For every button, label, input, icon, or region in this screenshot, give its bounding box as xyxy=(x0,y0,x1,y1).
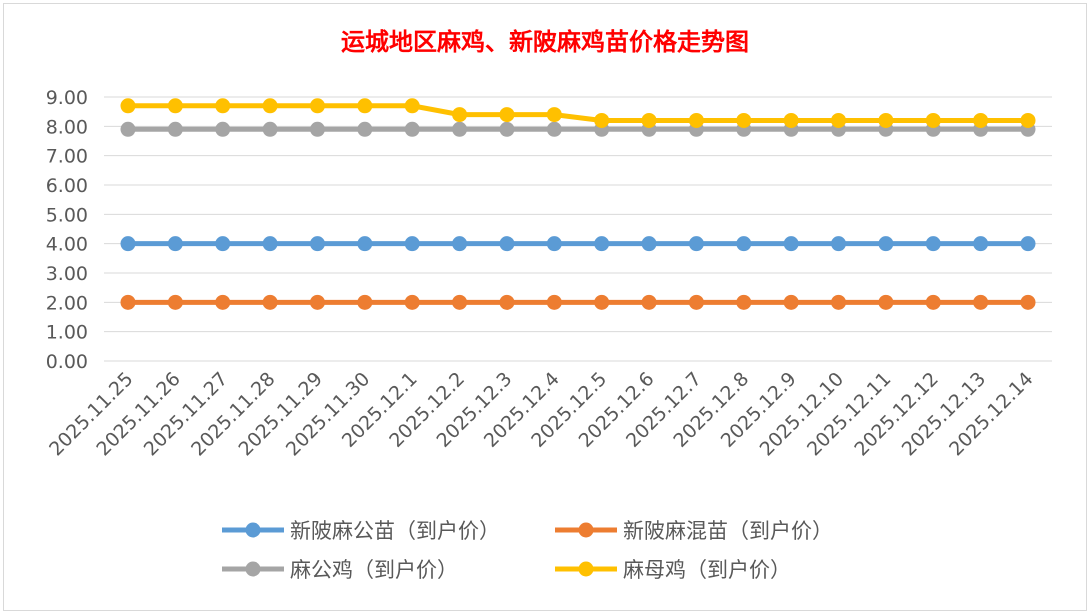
data-point xyxy=(783,236,799,252)
data-point xyxy=(783,294,799,310)
data-point xyxy=(594,112,610,128)
data-point xyxy=(925,112,941,128)
data-point xyxy=(878,294,894,310)
data-point xyxy=(878,236,894,252)
y-tick-label: 8.00 xyxy=(46,116,88,138)
data-point xyxy=(309,98,325,114)
data-point xyxy=(499,294,515,310)
data-point xyxy=(357,98,373,114)
data-point xyxy=(594,236,610,252)
data-point xyxy=(641,294,657,310)
data-point xyxy=(736,294,752,310)
data-point xyxy=(404,121,420,137)
data-point xyxy=(167,236,183,252)
data-point xyxy=(736,112,752,128)
data-point xyxy=(546,294,562,310)
data-point xyxy=(688,294,704,310)
data-point xyxy=(831,294,847,310)
data-point xyxy=(167,98,183,114)
y-tick-label: 1.00 xyxy=(46,322,88,344)
data-point xyxy=(309,294,325,310)
data-point xyxy=(499,121,515,137)
data-point xyxy=(688,236,704,252)
y-tick-label: 0.00 xyxy=(46,351,88,373)
data-point xyxy=(452,121,468,137)
data-point xyxy=(973,236,989,252)
data-point xyxy=(120,294,136,310)
legend-marker xyxy=(245,522,261,538)
data-point xyxy=(641,112,657,128)
data-point xyxy=(973,294,989,310)
data-point xyxy=(167,294,183,310)
data-point xyxy=(1020,294,1036,310)
data-point xyxy=(499,236,515,252)
data-point xyxy=(736,236,752,252)
data-point xyxy=(120,236,136,252)
data-point xyxy=(262,294,278,310)
data-point xyxy=(1020,236,1036,252)
legend-label: 新陂麻公苗（到户价） xyxy=(290,519,500,543)
data-point xyxy=(831,236,847,252)
data-point xyxy=(499,107,515,123)
data-point xyxy=(167,121,183,137)
data-point xyxy=(783,112,799,128)
series-line xyxy=(128,103,1028,123)
chart-title: 运城地区麻鸡、新陂麻鸡苗价格走势图 xyxy=(341,27,749,56)
legend-marker xyxy=(578,561,594,577)
y-tick-label: 2.00 xyxy=(46,292,88,314)
data-point xyxy=(357,236,373,252)
data-point xyxy=(404,98,420,114)
legend-label: 新陂麻混苗（到户价） xyxy=(623,519,833,543)
data-point xyxy=(546,107,562,123)
data-point xyxy=(831,112,847,128)
y-tick-label: 7.00 xyxy=(46,146,88,168)
data-point xyxy=(452,294,468,310)
y-tick-label: 3.00 xyxy=(46,263,88,285)
data-point xyxy=(262,98,278,114)
data-point xyxy=(309,121,325,137)
data-point xyxy=(925,294,941,310)
data-point xyxy=(404,294,420,310)
legend-label: 麻母鸡（到户价） xyxy=(623,558,791,582)
legend-marker xyxy=(245,561,261,577)
data-point xyxy=(262,236,278,252)
y-tick-label: 5.00 xyxy=(46,204,88,226)
data-point xyxy=(357,121,373,137)
data-point xyxy=(404,236,420,252)
data-point xyxy=(546,121,562,137)
y-tick-label: 9.00 xyxy=(46,87,88,109)
data-point xyxy=(215,236,231,252)
y-tick-label: 4.00 xyxy=(46,234,88,256)
data-point xyxy=(452,236,468,252)
data-point xyxy=(215,294,231,310)
data-point xyxy=(262,121,278,137)
data-point xyxy=(309,236,325,252)
data-point xyxy=(594,294,610,310)
legend-label: 麻公鸡（到户价） xyxy=(290,558,458,582)
data-point xyxy=(215,121,231,137)
legend-marker xyxy=(578,522,594,538)
data-point xyxy=(878,112,894,128)
data-point xyxy=(973,112,989,128)
data-point xyxy=(641,236,657,252)
data-point xyxy=(120,98,136,114)
data-point xyxy=(215,98,231,114)
data-point xyxy=(357,294,373,310)
chart-border xyxy=(3,3,1087,611)
data-point xyxy=(688,112,704,128)
data-point xyxy=(925,236,941,252)
data-point xyxy=(452,107,468,123)
data-point xyxy=(1020,112,1036,128)
data-point xyxy=(546,236,562,252)
data-point xyxy=(120,121,136,137)
y-tick-label: 6.00 xyxy=(46,175,88,197)
